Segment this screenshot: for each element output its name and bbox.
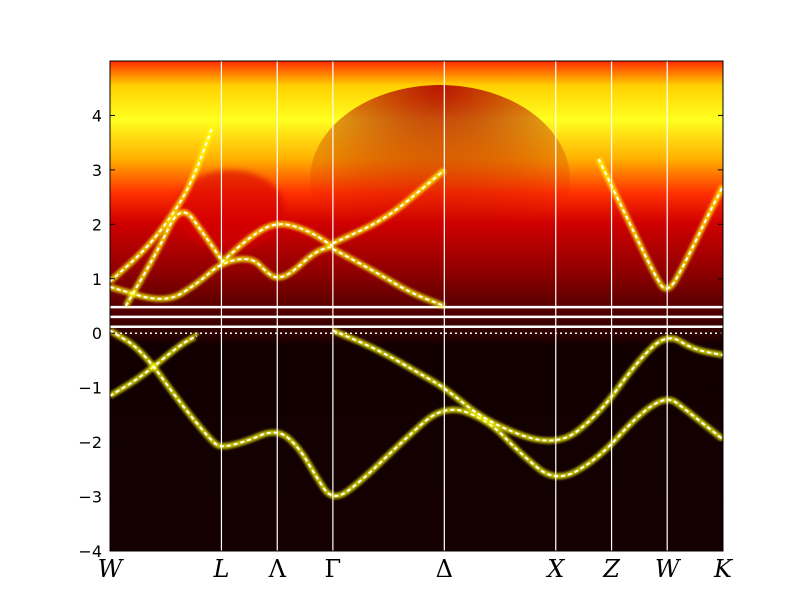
band-curve bbox=[110, 329, 723, 497]
bands bbox=[110, 125, 723, 499]
y-tick-label: −4 bbox=[78, 542, 102, 561]
band-curve bbox=[332, 247, 445, 307]
x-tick-label: W bbox=[98, 555, 125, 583]
x-tick-label: K bbox=[713, 555, 734, 583]
y-tick-label: −3 bbox=[78, 488, 102, 507]
y-tick-label: 2 bbox=[92, 215, 102, 234]
x-tick-label: Δ bbox=[436, 555, 453, 583]
x-tick-label: Γ bbox=[325, 555, 342, 583]
k-point-lines bbox=[220, 61, 668, 551]
heatmap-area bbox=[110, 61, 723, 551]
flat-bands bbox=[110, 303, 723, 331]
band-curve bbox=[332, 169, 445, 245]
x-tick-label: Λ bbox=[268, 555, 287, 583]
y-tick-label: 3 bbox=[92, 161, 102, 180]
y-tick-label: 4 bbox=[92, 106, 102, 125]
band-curve bbox=[110, 335, 198, 397]
band-curve bbox=[332, 329, 723, 442]
y-tick-label: 0 bbox=[92, 324, 102, 343]
band-curve bbox=[110, 245, 334, 300]
x-tick-label: L bbox=[212, 555, 229, 583]
x-tick-label: Z bbox=[602, 555, 621, 583]
band-glow bbox=[123, 209, 224, 308]
y-axis: 4 3 2 1 0 −1 −2 −3 −4 bbox=[78, 106, 723, 561]
x-tick-label: W bbox=[655, 555, 682, 583]
band-curve bbox=[110, 125, 214, 283]
x-tick-label: X bbox=[545, 555, 565, 583]
y-tick-label: 1 bbox=[92, 270, 102, 289]
plot-frame bbox=[109, 60, 724, 552]
band-curve bbox=[220, 223, 334, 264]
y-tick-label: −1 bbox=[78, 379, 102, 398]
spectral-dip bbox=[310, 85, 570, 275]
y-tick-label: −2 bbox=[78, 433, 102, 452]
